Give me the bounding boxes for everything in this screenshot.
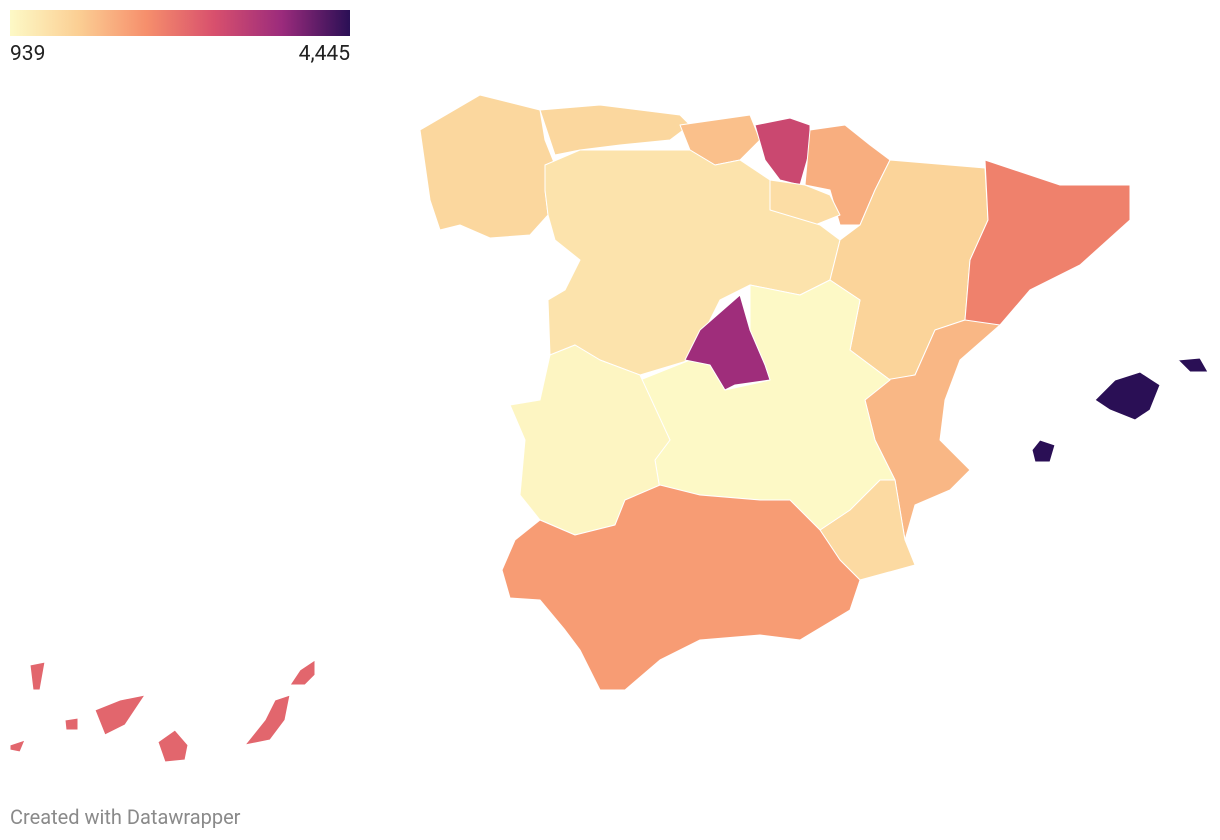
legend-max: 4,445: [299, 42, 350, 66]
footer: Created with Datawrapper: [10, 805, 241, 829]
region: [864, 319, 1001, 541]
region: [9, 659, 316, 763]
region: [964, 159, 1131, 331]
region: [539, 104, 691, 156]
region: [754, 117, 811, 186]
regions: [9, 94, 1209, 763]
region: [1031, 357, 1209, 463]
region: [544, 149, 841, 376]
region: [419, 94, 556, 239]
region: [501, 484, 861, 691]
legend-gradient: [10, 10, 350, 36]
region: [684, 294, 771, 391]
legend-min: 939: [10, 42, 45, 66]
